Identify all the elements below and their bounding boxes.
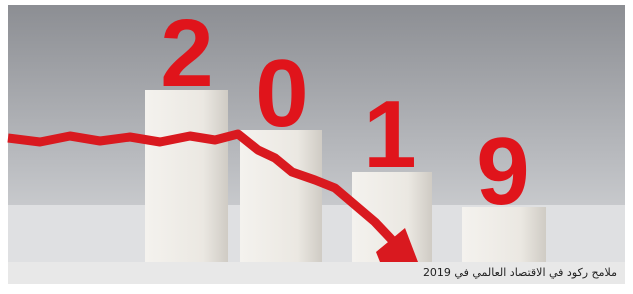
digit: 1 (363, 81, 416, 188)
digit: 9 (476, 118, 529, 225)
block (145, 90, 228, 262)
photo: 2 0 1 9 (0, 0, 633, 294)
digit: 0 (255, 40, 308, 147)
digit: 2 (160, 0, 213, 107)
page: 2 0 1 9 ملامح ركود في الاقتصاد العالمي ف… (0, 0, 633, 294)
caption: ملامح ركود في الاقتصاد العالمي في 2019 (8, 262, 625, 284)
